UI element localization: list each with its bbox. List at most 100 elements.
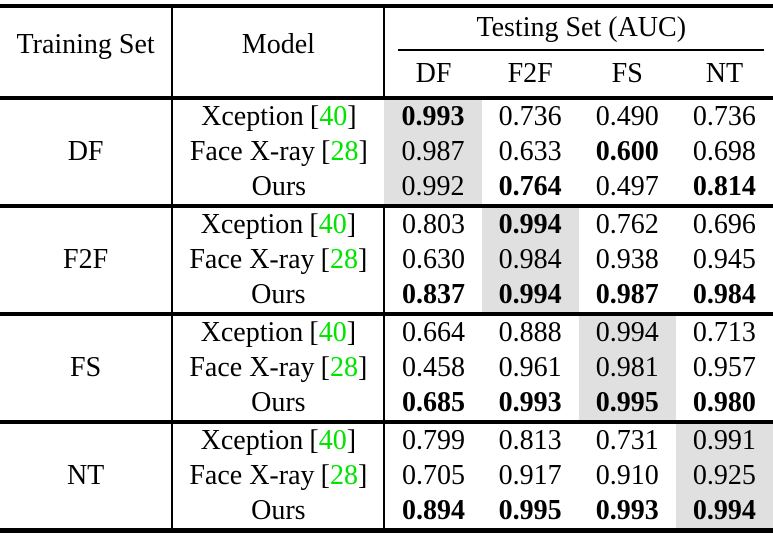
header-row-sub: DF F2F FS NT — [0, 51, 773, 98]
auc-value: 0.731 — [595, 425, 659, 456]
auc-value: 0.630 — [402, 244, 466, 275]
auc-value-highlighted: 0.991 — [675, 422, 773, 458]
table-header: Training Set Model Testing Set (AUC) DF … — [0, 6, 773, 98]
citation-link[interactable]: 28 — [321, 460, 368, 491]
model-cell: Xception40 — [172, 314, 386, 350]
model-name: Face X-ray — [189, 136, 316, 167]
auc-value: 0.696 — [692, 209, 756, 240]
auc-value-highlighted: 0.981 — [578, 350, 676, 386]
auc-value: 0.987 — [595, 279, 659, 310]
model-cell: Ours — [172, 170, 384, 206]
model-cell: Face X-ray28 — [172, 242, 386, 278]
col-header-testing-set: Testing Set (AUC) — [384, 6, 773, 51]
training-set-label: DF — [0, 98, 174, 206]
model-name: Ours — [251, 494, 306, 526]
auc-value: 0.713 — [692, 317, 756, 348]
citation-link[interactable]: 28 — [321, 136, 368, 167]
auc-value: 0.799 — [402, 425, 466, 456]
testing-set-label: Testing Set (AUC) — [398, 8, 764, 51]
auc-value-highlighted: 0.992 — [384, 170, 482, 206]
training-set-label: FS — [0, 314, 174, 422]
auc-value: 0.762 — [595, 209, 659, 240]
model-cell: Xception40 — [172, 206, 386, 242]
auc-value: 0.497 — [595, 171, 659, 202]
auc-value: 0.980 — [692, 387, 756, 418]
citation-link[interactable]: 40 — [309, 425, 356, 456]
citation-link[interactable]: 28 — [321, 352, 368, 383]
auc-value-highlighted: 0.987 — [384, 134, 482, 170]
model-cell: Ours — [172, 494, 386, 530]
table-row: Face X-ray28 0.705 0.917 0.910 0.925 — [0, 458, 773, 494]
auc-value-highlighted: 0.925 — [675, 458, 773, 494]
auc-value-highlighted: 0.984 — [481, 242, 579, 278]
auc-value: 0.837 — [402, 279, 466, 310]
model-cell: Xception40 — [172, 422, 386, 458]
col-header-fs: FS — [611, 57, 643, 89]
auc-value: 0.993 — [498, 387, 562, 418]
auc-value: 0.803 — [402, 209, 466, 240]
training-set-label: F2F — [0, 206, 174, 314]
model-cell: Face X-ray28 — [172, 458, 386, 494]
auc-value: 0.938 — [595, 244, 659, 275]
auc-value: 0.764 — [498, 171, 562, 202]
model-cell: Ours — [172, 278, 386, 314]
auc-value-highlighted: 0.994 — [578, 314, 676, 350]
auc-value: 0.957 — [692, 352, 756, 383]
auc-value-highlighted: 0.995 — [578, 386, 676, 422]
model-name: Face X-ray — [189, 460, 315, 491]
table-row: Face X-ray28 0.458 0.961 0.981 0.957 — [0, 350, 773, 386]
citation-link[interactable]: 40 — [310, 101, 357, 132]
auc-value: 0.705 — [402, 460, 466, 491]
model-name: Ours — [251, 171, 307, 202]
auc-value: 0.993 — [595, 494, 659, 526]
citation-link[interactable]: 28 — [321, 244, 368, 275]
model-name: Xception — [200, 425, 304, 456]
model-cell: Face X-ray28 — [172, 350, 386, 386]
auc-value: 0.633 — [498, 136, 562, 167]
col-header-f2f: F2F — [507, 57, 553, 89]
model-name: Xception — [200, 317, 304, 348]
auc-value: 0.736 — [692, 101, 756, 132]
citation-link[interactable]: 40 — [309, 317, 356, 348]
col-header-nt: NT — [705, 57, 744, 89]
model-cell: Xception40 — [172, 98, 384, 134]
auc-value: 0.664 — [402, 317, 466, 348]
auc-value: 0.945 — [692, 244, 756, 275]
training-set-label: NT — [0, 422, 174, 530]
auc-value: 0.995 — [498, 494, 562, 526]
auc-value: 0.917 — [498, 460, 562, 491]
auc-value: 0.888 — [498, 317, 562, 348]
auc-value-highlighted: 0.994 — [675, 494, 773, 530]
auc-value: 0.600 — [595, 136, 659, 167]
model-name: Face X-ray — [189, 244, 315, 275]
model-cell: Ours — [172, 386, 386, 422]
table-row: Ours 0.992 0.764 0.497 0.814 — [0, 170, 773, 206]
auc-value: 0.490 — [595, 101, 659, 132]
auc-value: 0.698 — [692, 136, 756, 167]
auc-value-highlighted: 0.993 — [384, 98, 482, 134]
auc-value-highlighted: 0.994 — [481, 278, 579, 314]
model-name: Face X-ray — [189, 352, 315, 383]
table-row: Ours 0.837 0.994 0.987 0.984 — [0, 278, 773, 314]
citation-link[interactable]: 40 — [309, 209, 356, 240]
results-table: Training Set Model Testing Set (AUC) DF … — [0, 4, 773, 533]
model-cell: Face X-ray28 — [172, 134, 384, 170]
auc-value: 0.813 — [498, 425, 562, 456]
auc-value: 0.458 — [402, 352, 466, 383]
col-header-model: Model — [172, 6, 386, 98]
model-name: Xception — [200, 209, 304, 240]
table-row: Ours 0.894 0.995 0.993 0.994 — [0, 494, 773, 530]
auc-value: 0.685 — [402, 387, 466, 418]
col-header-df: DF — [415, 57, 452, 89]
model-name: Xception — [201, 101, 304, 132]
auc-value: 0.961 — [498, 352, 562, 383]
